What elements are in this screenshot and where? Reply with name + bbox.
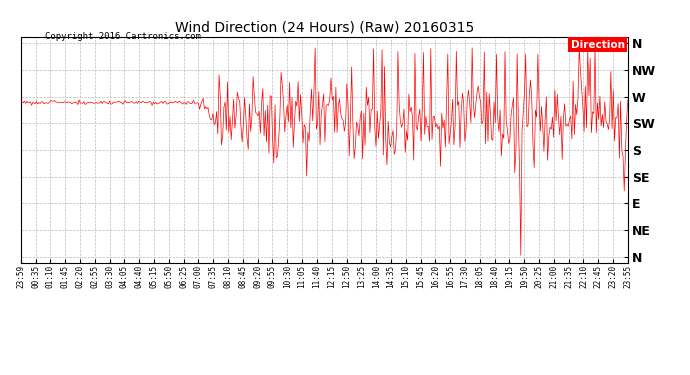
Title: Wind Direction (24 Hours) (Raw) 20160315: Wind Direction (24 Hours) (Raw) 20160315 <box>175 21 474 35</box>
Text: Direction: Direction <box>571 40 625 50</box>
Text: Copyright 2016 Cartronics.com: Copyright 2016 Cartronics.com <box>45 32 201 41</box>
